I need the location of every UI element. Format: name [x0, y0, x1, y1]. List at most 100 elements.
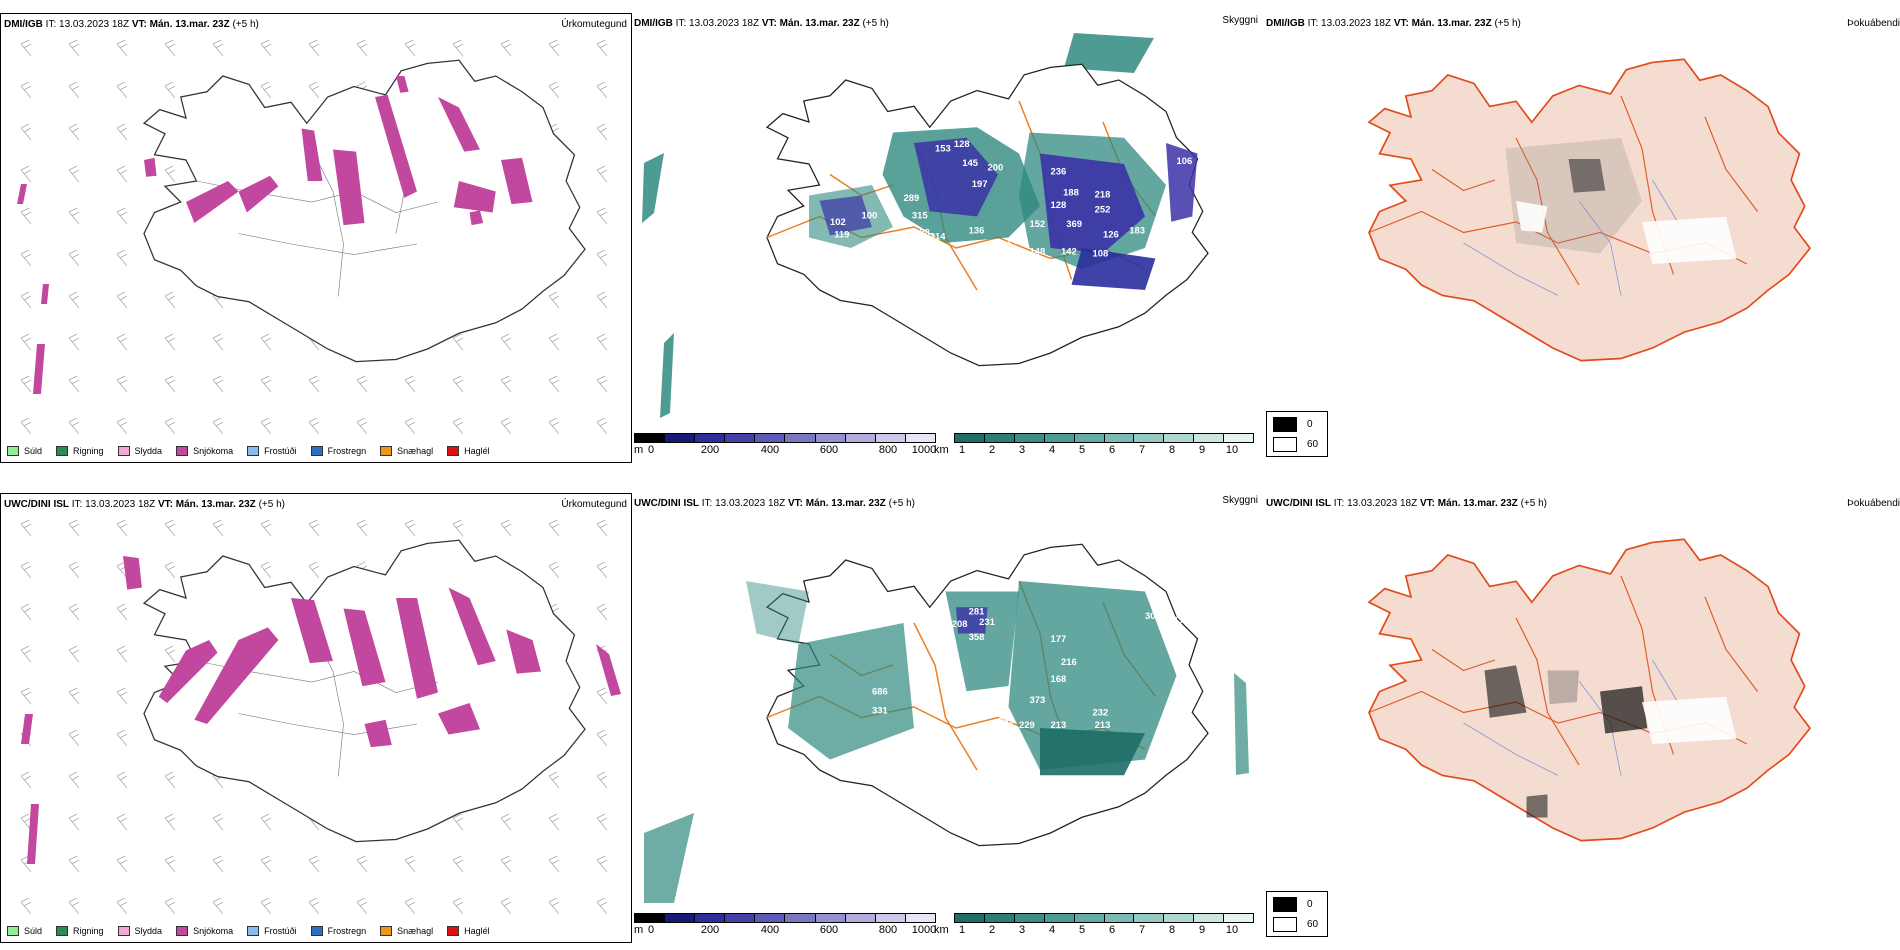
wind-barb — [116, 123, 128, 141]
wind-barb — [308, 897, 320, 914]
fog-panel-2: UWC/DINI ISL IT: 13.03.2023 18Z VT: Mán.… — [1266, 493, 1900, 943]
legend-item: Snjókoma — [176, 446, 233, 456]
wind-barb — [500, 519, 512, 537]
precip-label: 289 — [904, 193, 920, 204]
vis-label: 232 — [1093, 707, 1109, 718]
wind-barb — [68, 207, 80, 225]
cloud-areas — [746, 581, 1177, 776]
wind-barb — [308, 375, 320, 393]
scale-tick: 1000 — [911, 924, 937, 936]
wind-barb — [116, 249, 128, 267]
height-scale: 0 200 400 600 800 1000 m — [634, 913, 936, 937]
wind-barb — [596, 855, 608, 873]
legend-label: Frostregn — [327, 926, 367, 936]
iceland-outline — [1368, 538, 1811, 842]
wind-barb — [20, 207, 32, 225]
wind-barb — [68, 813, 80, 831]
wind-barb — [116, 771, 128, 789]
scale-unit: m — [634, 924, 644, 936]
it-label: IT: — [1333, 498, 1345, 509]
precip-label: 145 — [962, 158, 978, 169]
precip-label: 128 — [1051, 200, 1067, 211]
scale-tick: 800 — [878, 924, 898, 936]
model-name: UWC/DINI ISL — [634, 498, 699, 509]
wind-barb — [68, 39, 80, 57]
height-scale-bar — [634, 913, 936, 923]
snowfall-areas — [144, 76, 533, 226]
scale-tick: 2 — [988, 444, 996, 456]
wind-barb — [548, 771, 560, 789]
lead-time: (+5 h) — [888, 498, 915, 509]
lead-time: (+5 h) — [258, 499, 285, 510]
precip-type-legend: Súld Rigning Slydda Snjókoma Frostúði Fr… — [7, 926, 490, 936]
vt-value: Mán. 13.mar. 23Z — [805, 498, 886, 509]
wind-barb — [164, 333, 176, 351]
precip-type-panel-2: UWC/DINI ISL IT: 13.03.2023 18Z VT: Mán.… — [0, 493, 632, 943]
wind-barb — [548, 81, 560, 99]
wind-barb — [308, 519, 320, 537]
wind-barb — [356, 375, 368, 393]
wind-barb — [164, 855, 176, 873]
panel-header: UWC/DINI ISL IT: 13.03.2023 18Z VT: Mán.… — [634, 498, 915, 509]
wind-barb — [452, 813, 464, 831]
scale-tick: 7 — [1138, 444, 1146, 456]
iceland-outline — [143, 539, 586, 843]
wind-barb — [68, 417, 80, 434]
wind-barb — [452, 897, 464, 914]
vis-label: 30 — [1145, 611, 1156, 622]
precip-label: 236 — [1051, 167, 1067, 178]
scale-unit: km — [934, 924, 949, 936]
scale-tick: 6 — [1108, 444, 1116, 456]
wind-barb — [596, 687, 608, 705]
visibility-scale: 1 2 3 4 5 6 7 8 9 10 km — [934, 913, 1254, 937]
fog-map — [1368, 538, 1811, 842]
wind-barb — [68, 645, 80, 663]
wind-barb — [260, 897, 272, 914]
it-label: IT: — [71, 499, 83, 510]
roads — [1368, 575, 1758, 766]
precip-label: 142 — [1061, 246, 1077, 257]
wind-barb — [116, 813, 128, 831]
scale-tick: 9 — [1198, 924, 1206, 936]
wind-barb — [452, 39, 464, 57]
fog-panel-1: DMI/IGB IT: 13.03.2023 18Z VT: Mán. 13.m… — [1266, 13, 1900, 463]
wind-barb — [260, 81, 272, 99]
it-value: 13.03.2023 18Z — [715, 498, 786, 509]
fog-key: 0 60 — [1266, 891, 1328, 937]
wind-barb — [116, 417, 128, 434]
wind-barb — [116, 897, 128, 914]
precip-label: 136 — [969, 225, 985, 236]
wind-barb — [452, 417, 464, 434]
legend-item: Haglél — [447, 446, 490, 456]
wind-barb — [20, 249, 32, 267]
precip-label: 252 — [1095, 204, 1111, 215]
wind-barb — [116, 333, 128, 351]
wind-barb — [20, 813, 32, 831]
wind-barb — [164, 813, 176, 831]
it-value: 13.03.2023 18Z — [1347, 498, 1418, 509]
legend-label: Frostúði — [264, 446, 297, 456]
vis-label: 216 — [1061, 657, 1077, 668]
precip-label: 183 — [1129, 225, 1145, 236]
panel-title: Skyggni — [1222, 495, 1258, 506]
wind-barb — [596, 207, 608, 225]
model-name: DMI/IGB — [1266, 18, 1305, 29]
panel-title: Skyggni — [1222, 15, 1258, 26]
scale-tick: 6 — [1108, 924, 1116, 936]
scale-tick: 4 — [1048, 924, 1056, 936]
precip-label: 126 — [1103, 229, 1119, 240]
wind-barb — [548, 897, 560, 914]
panel-title: Úrkomutegund — [561, 19, 627, 30]
wind-barb — [68, 897, 80, 914]
scale-tick: 600 — [819, 444, 839, 456]
legend-label: Frostúði — [264, 926, 297, 936]
lead-time: (+5 h) — [862, 18, 889, 29]
legend-item: Slydda — [117, 446, 162, 456]
precip-label: 119 — [834, 229, 849, 240]
wind-barb — [20, 519, 32, 537]
precip-labels: 153 128 145 200 197 236 188 218 252 128 … — [822, 139, 1193, 309]
scale-tick: 3 — [1018, 924, 1026, 936]
wind-barb — [404, 855, 416, 873]
it-value: 13.03.2023 18Z — [85, 499, 156, 510]
legend-label: Haglél — [464, 926, 490, 936]
